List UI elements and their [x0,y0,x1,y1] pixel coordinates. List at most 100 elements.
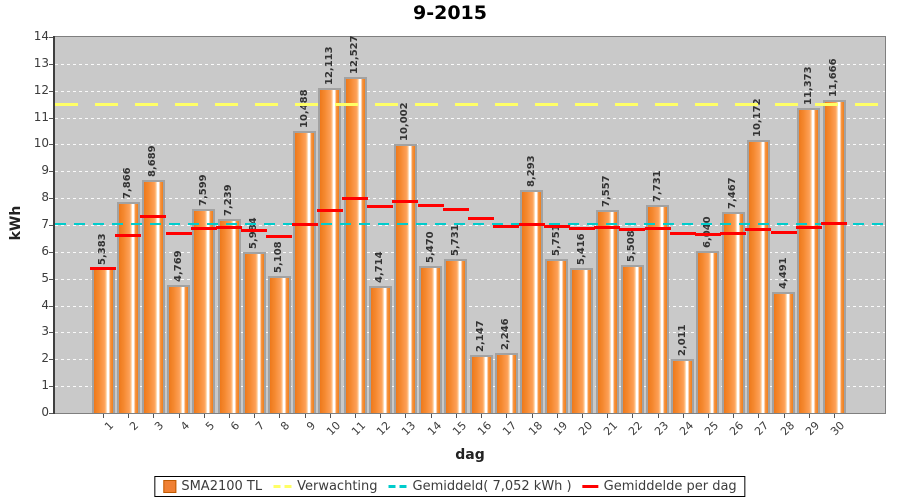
gridline [55,332,885,334]
daily-average-dash-day-1 [90,266,116,270]
daily-average-dash-day-12 [367,204,394,208]
y-tick-mark-4 [49,305,53,307]
gridline [55,251,885,253]
bar-day-24 [671,358,695,413]
y-tick-mark-8 [49,198,53,200]
bar-day-15 [444,259,468,413]
x-tick-mark-27 [758,414,760,418]
expected-dash-icon [273,485,293,488]
y-tick-label-12: 12 [33,82,49,97]
bar-value-label-day-4: 4,769 [172,250,184,282]
bar-value-label-day-23: 7,731 [651,170,663,203]
x-tick-label-25: 25 [702,419,722,439]
y-tick-mark-12 [49,90,53,92]
daily-average-dash-day-26 [720,231,747,235]
daily-average-dash-day-2 [115,233,142,237]
bar-value-label-day-29: 11,373 [802,65,814,105]
bar-value-label-day-26: 7,467 [727,177,739,210]
gridline [55,144,885,146]
legend-item-sma2100: SMA2100 TL [163,479,262,494]
x-tick-mark-25 [707,414,709,418]
bar-value-label-day-28: 4,491 [777,257,789,290]
daily-average-dash-day-17 [493,224,520,228]
y-tick-mark-7 [49,225,53,226]
bar-value-label-day-5: 7,599 [197,174,209,206]
bar-day-27 [746,139,770,413]
x-tick-label-12: 12 [374,419,394,439]
bar-value-label-day-16: 2,147 [475,320,487,353]
x-tick-mark-1 [103,414,104,418]
bar-value-label-day-6: 7,239 [223,183,235,216]
y-tick-mark-3 [49,332,53,334]
x-tick-mark-13 [405,414,407,418]
x-tick-label-1: 1 [102,419,117,434]
x-tick-mark-9 [304,414,306,418]
bar-day-19 [545,258,569,413]
bar-day-5 [192,208,216,413]
x-tick-label-23: 23 [651,419,671,439]
gridline [55,171,885,173]
x-tick-label-27: 27 [752,419,772,439]
x-tick-mark-16 [481,414,483,418]
x-tick-label-4: 4 [177,419,192,434]
x-tick-label-29: 29 [802,419,822,439]
bar-value-label-day-2: 7,866 [122,167,134,199]
x-tick-mark-3 [153,414,155,418]
x-tick-mark-12 [380,414,382,418]
daily-average-dash-day-5 [190,227,217,231]
legend-label: SMA2100 TL [181,479,263,494]
y-tick-mark-11 [49,117,53,119]
bar-value-label-day-14: 5,470 [424,231,436,264]
x-tick-mark-6 [229,414,231,418]
x-tick-mark-30 [834,414,835,418]
x-tick-label-8: 8 [278,419,293,434]
gridline [55,225,885,226]
daily-average-dash-day-23 [644,226,671,230]
x-tick-label-22: 22 [626,419,646,439]
bar-value-label-day-20: 5,416 [575,232,587,265]
y-tick-label-3: 3 [41,324,49,339]
x-tick-label-21: 21 [601,419,621,439]
y-tick-label-7: 7 [41,217,49,231]
daily-average-dash-day-19 [543,224,570,228]
bar-value-label-day-19: 5,751 [550,223,562,256]
daily-average-dash-day-9 [291,223,318,227]
y-tick-label-0: 0 [41,405,49,419]
bar-day-30 [822,99,846,413]
x-tick-mark-26 [733,414,735,418]
y-axis-line [53,36,55,414]
bar-day-11 [343,76,367,413]
x-tick-mark-17 [506,414,508,418]
daily-average-dash-day-8 [266,234,293,238]
x-tick-label-24: 24 [676,419,696,439]
daily-average-dash-day-11 [342,197,369,201]
bar-value-label-day-30: 11,666 [828,58,839,97]
y-tick-label-10: 10 [33,136,49,151]
x-tick-mark-14 [430,414,432,418]
bar-day-25 [696,250,720,413]
bar-day-8 [267,275,291,413]
gridline [55,305,885,307]
bar-day-20 [570,267,594,413]
y-tick-label-4: 4 [41,297,49,312]
daily-average-dash-day-6 [216,225,243,229]
gridline [55,198,885,200]
x-tick-label-19: 19 [550,419,570,439]
x-tick-mark-5 [203,414,205,418]
bar-day-12 [368,286,392,413]
x-tick-mark-11 [355,414,357,418]
daily-average-dash-day-21 [594,225,621,229]
y-tick-label-11: 11 [33,109,49,124]
daily-average-dash-day-24 [669,232,696,236]
bar-day-7 [242,252,266,413]
x-tick-label-14: 14 [424,419,444,439]
x-tick-label-5: 5 [202,419,218,434]
daily-average-dash-day-28 [770,230,797,234]
gridline [55,117,885,119]
daily-average-dash-day-25 [694,232,721,236]
y-tick-label-9: 9 [41,163,49,178]
x-tick-mark-23 [657,414,659,418]
daily-average-dash-day-14 [417,204,444,208]
legend-label: Gemiddelde per dag [603,479,737,494]
bar-value-label-day-10: 12,113 [323,46,335,85]
